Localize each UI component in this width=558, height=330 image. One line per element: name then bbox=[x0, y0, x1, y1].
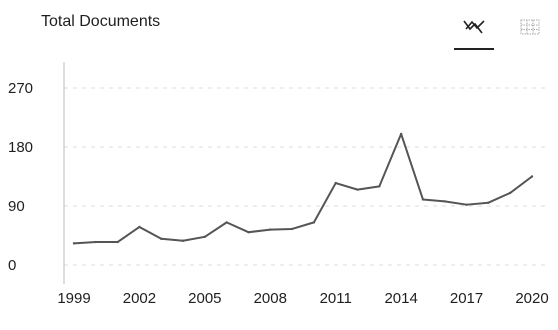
x-tick-label: 2020 bbox=[515, 290, 548, 307]
x-tick-label: 2014 bbox=[384, 290, 417, 307]
data-point[interactable] bbox=[72, 242, 76, 245]
data-point[interactable] bbox=[487, 201, 490, 204]
y-tick-label: 90 bbox=[8, 198, 25, 215]
x-tick-label: 2017 bbox=[450, 290, 483, 307]
series bbox=[72, 132, 534, 245]
data-point[interactable] bbox=[138, 225, 141, 229]
table-view-button[interactable] bbox=[510, 6, 550, 48]
x-tick-label: 2005 bbox=[188, 290, 221, 307]
data-point[interactable] bbox=[116, 240, 119, 244]
data-point[interactable] bbox=[465, 203, 468, 206]
chart-title: Total Documents bbox=[41, 13, 161, 30]
view-toggle bbox=[454, 6, 550, 50]
y-tick-label: 270 bbox=[8, 80, 33, 97]
data-point[interactable] bbox=[334, 181, 337, 185]
y-tick-label: 180 bbox=[8, 139, 33, 156]
data-point[interactable] bbox=[160, 237, 163, 240]
series-line bbox=[73, 132, 533, 245]
data-point[interactable] bbox=[203, 235, 207, 239]
data-point[interactable] bbox=[312, 221, 316, 224]
grid-lines bbox=[64, 87, 548, 266]
data-point[interactable] bbox=[530, 175, 534, 178]
data-point[interactable] bbox=[225, 221, 228, 224]
data-point[interactable] bbox=[247, 231, 250, 234]
data-point[interactable] bbox=[508, 191, 512, 195]
line-view-button[interactable] bbox=[454, 6, 494, 50]
x-tick-label: 1999 bbox=[57, 290, 90, 307]
x-tick-label: 2008 bbox=[254, 290, 287, 307]
y-tick-label: 0 bbox=[8, 257, 16, 274]
data-point[interactable] bbox=[356, 188, 359, 191]
data-point[interactable] bbox=[181, 239, 185, 242]
x-tick-label: 2002 bbox=[123, 290, 156, 307]
data-point[interactable] bbox=[399, 132, 403, 136]
data-point[interactable] bbox=[378, 185, 381, 188]
x-tick-label: 2011 bbox=[320, 290, 352, 307]
data-point[interactable] bbox=[290, 227, 294, 231]
data-point[interactable] bbox=[443, 200, 446, 203]
x-axis: 1999 2002 2005 2008 2011 2014 2017 2020 bbox=[57, 290, 548, 307]
data-point[interactable] bbox=[421, 198, 425, 201]
y-axis: 0 90 180 270 bbox=[8, 80, 33, 274]
data-point[interactable] bbox=[269, 228, 272, 231]
table-grid-icon bbox=[520, 19, 540, 35]
data-point[interactable] bbox=[94, 240, 98, 244]
line-chart-icon bbox=[463, 20, 485, 34]
